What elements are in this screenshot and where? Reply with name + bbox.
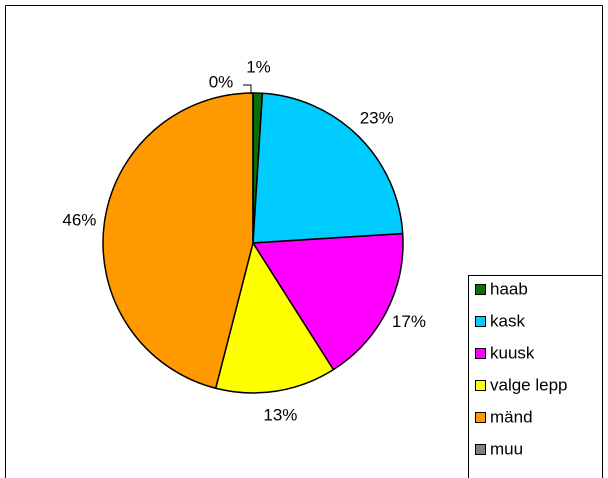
legend-swatch — [475, 316, 486, 327]
data-label: 13% — [263, 405, 297, 424]
legend-label: kask — [490, 311, 525, 330]
legend-label: valge lepp — [490, 375, 568, 394]
legend-box — [468, 275, 603, 478]
pie-slice — [252, 92, 404, 244]
data-label: 46% — [62, 211, 96, 230]
legend-label: muu — [490, 439, 523, 458]
pie-slice — [251, 232, 404, 371]
leader-line — [243, 84, 252, 93]
legend-swatch — [475, 412, 486, 423]
legend-label: mänd — [490, 407, 533, 426]
data-label: 1% — [246, 58, 271, 77]
legend-label: haab — [490, 279, 528, 298]
legend-swatch — [475, 444, 486, 455]
legend-swatch — [475, 284, 486, 295]
data-label: 0% — [209, 72, 234, 91]
pie-slice — [102, 92, 254, 390]
pie-slice — [214, 241, 335, 394]
data-label: 17% — [392, 312, 426, 331]
legend-swatch — [475, 348, 486, 359]
legend-label: kuusk — [490, 343, 535, 362]
legend-swatch — [475, 380, 486, 391]
data-label: 23% — [360, 109, 394, 128]
